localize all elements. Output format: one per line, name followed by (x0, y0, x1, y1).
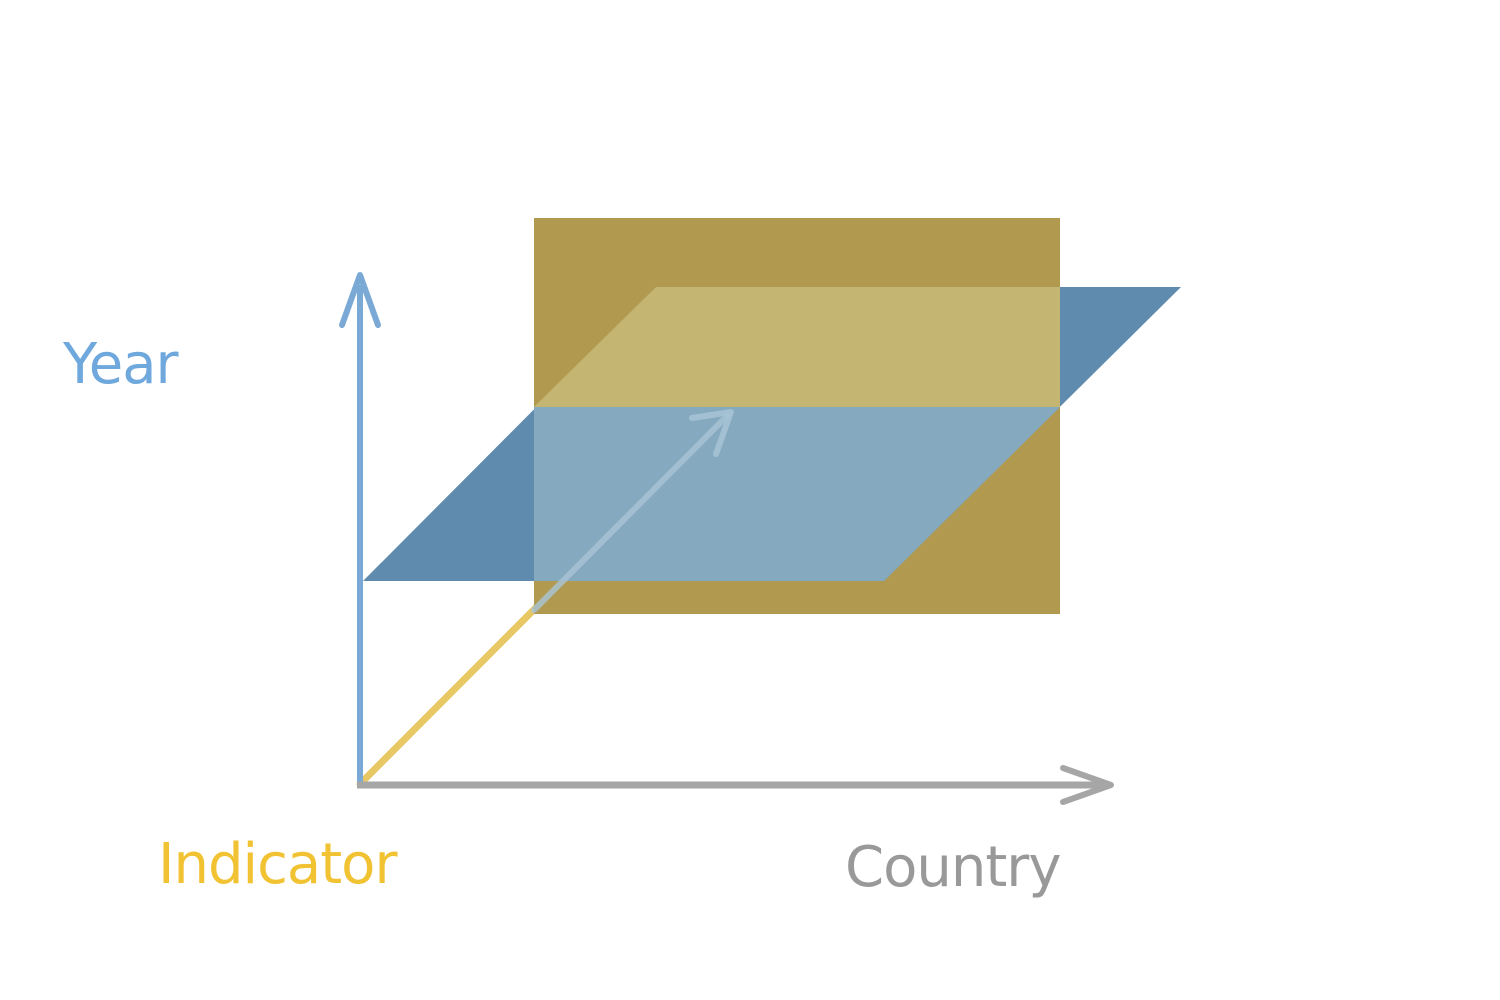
country-axis-label: Country (845, 835, 1060, 900)
year-arrowhead (339, 272, 381, 328)
country-arrowhead (1060, 765, 1114, 805)
overlap-lower (534, 407, 1060, 581)
indicator-axis-label: Indicator (158, 832, 398, 897)
indicator-arrowhead (689, 409, 734, 457)
overlap-upper (534, 287, 1060, 407)
year-axis-label: Year (62, 332, 180, 397)
indicator-axis-hidden (531, 413, 730, 613)
